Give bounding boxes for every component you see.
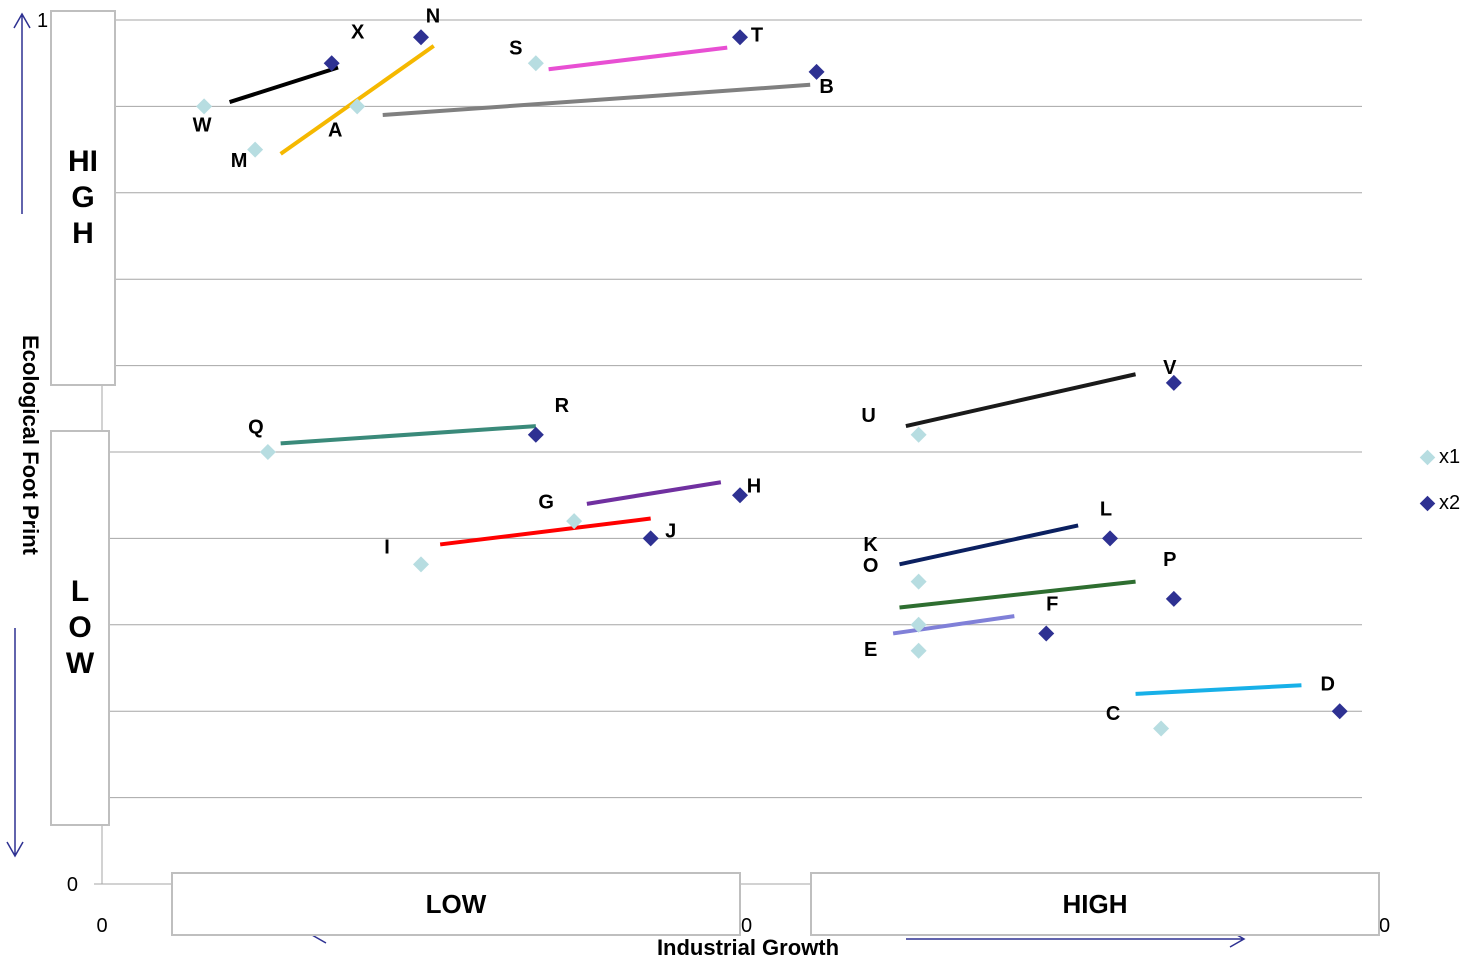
y-low-label: LOW: [65, 575, 95, 680]
marker-x1-O: [910, 616, 927, 633]
y-high-label: HIGH: [68, 145, 98, 250]
point-label-D: D: [1320, 673, 1334, 695]
point-label-V: V: [1163, 357, 1177, 379]
trend-line-A-B: [382, 82, 811, 118]
marker-x1-U: [910, 426, 927, 443]
marker-x1-E: [910, 642, 927, 659]
point-label-U: U: [861, 405, 875, 427]
x-axis-title: Industrial Growth: [656, 935, 840, 960]
point-label-Q: Q: [248, 416, 264, 438]
legend-x1-marker: [1419, 449, 1436, 466]
y-axis-title: Ecological Foot Print: [18, 334, 43, 556]
marker-x2-J: [642, 530, 659, 547]
marker-x1-Q: [259, 444, 276, 460]
point-label-N: N: [426, 6, 440, 28]
point-label-G: G: [538, 491, 554, 513]
x-high-label: HIGH: [1062, 888, 1128, 919]
y-tick-label: 1: [37, 10, 48, 32]
legend-x1-label: x1: [1439, 446, 1461, 468]
legend-item-x2: x2: [1419, 492, 1461, 515]
legend-x2-marker: [1419, 495, 1436, 512]
up-arrow: [13, 12, 31, 214]
x-low-label: LOW: [425, 888, 487, 919]
x-tick-label: 0: [741, 915, 752, 937]
trend-line-K-L: [899, 523, 1079, 567]
point-label-F: F: [1046, 594, 1058, 616]
legend-x2-label: x2: [1439, 492, 1461, 514]
trend-line-W-X: [228, 65, 339, 104]
x-tick-label: 0: [1379, 915, 1390, 937]
x-high-box: HIGH: [810, 872, 1380, 936]
marker-x2-F: [1038, 625, 1055, 642]
marker-x1-S: [527, 55, 544, 72]
marker-x2-R: [527, 426, 544, 443]
point-label-E: E: [864, 639, 877, 661]
trend-line-G-H: [586, 480, 722, 506]
trend-line-E-F: [892, 614, 1015, 636]
x-low-box: LOW: [171, 872, 741, 936]
point-label-L: L: [1100, 499, 1112, 521]
trend-line-I-J: [439, 516, 651, 547]
marker-x1-K: [910, 573, 927, 590]
point-label-W: W: [193, 115, 212, 137]
marker-x1-A: [349, 98, 366, 115]
point-label-M: M: [231, 150, 248, 172]
marker-x2-V: [1165, 374, 1182, 391]
legend-item-x1: x1: [1419, 446, 1461, 469]
marker-x1-M: [247, 141, 264, 158]
point-label-I: I: [384, 537, 390, 559]
trend-line-C-D: [1135, 683, 1302, 696]
trend-line-S-T: [548, 45, 728, 72]
marker-x2-N: [413, 29, 429, 46]
y-tick-label: 0: [67, 874, 78, 896]
marker-x1-W: [196, 98, 213, 115]
trend-line-O-P: [899, 579, 1136, 610]
point-label-S: S: [509, 37, 522, 59]
marker-x2-H: [732, 487, 748, 504]
marker-x1-C: [1153, 720, 1170, 737]
point-label-A: A: [328, 120, 342, 142]
point-label-O: O: [863, 555, 879, 577]
y-low-box: LOW: [50, 430, 110, 826]
trend-line-Q-R: [280, 424, 536, 446]
y-high-box: HIGH: [50, 10, 116, 386]
point-label-R: R: [555, 395, 570, 417]
marker-x2-D: [1331, 703, 1348, 720]
trend-line-U-V: [905, 372, 1137, 429]
marker-x2-P: [1165, 590, 1182, 607]
marker-x2-T: [732, 29, 748, 46]
marker-x1-G: [566, 513, 583, 530]
marker-x2-L: [1102, 530, 1119, 547]
point-label-C: C: [1106, 703, 1120, 725]
marker-x2-B: [808, 63, 825, 80]
down-arrow: [6, 628, 24, 858]
point-label-J: J: [665, 521, 676, 543]
point-label-X: X: [351, 21, 365, 43]
marker-x1-I: [413, 556, 429, 573]
point-label-K: K: [863, 534, 878, 556]
marker-x2-X: [323, 55, 340, 72]
x-tick-label: 0: [96, 915, 107, 937]
point-label-T: T: [751, 25, 763, 47]
point-label-B: B: [819, 76, 833, 98]
point-label-P: P: [1163, 549, 1176, 571]
point-label-H: H: [747, 475, 761, 497]
